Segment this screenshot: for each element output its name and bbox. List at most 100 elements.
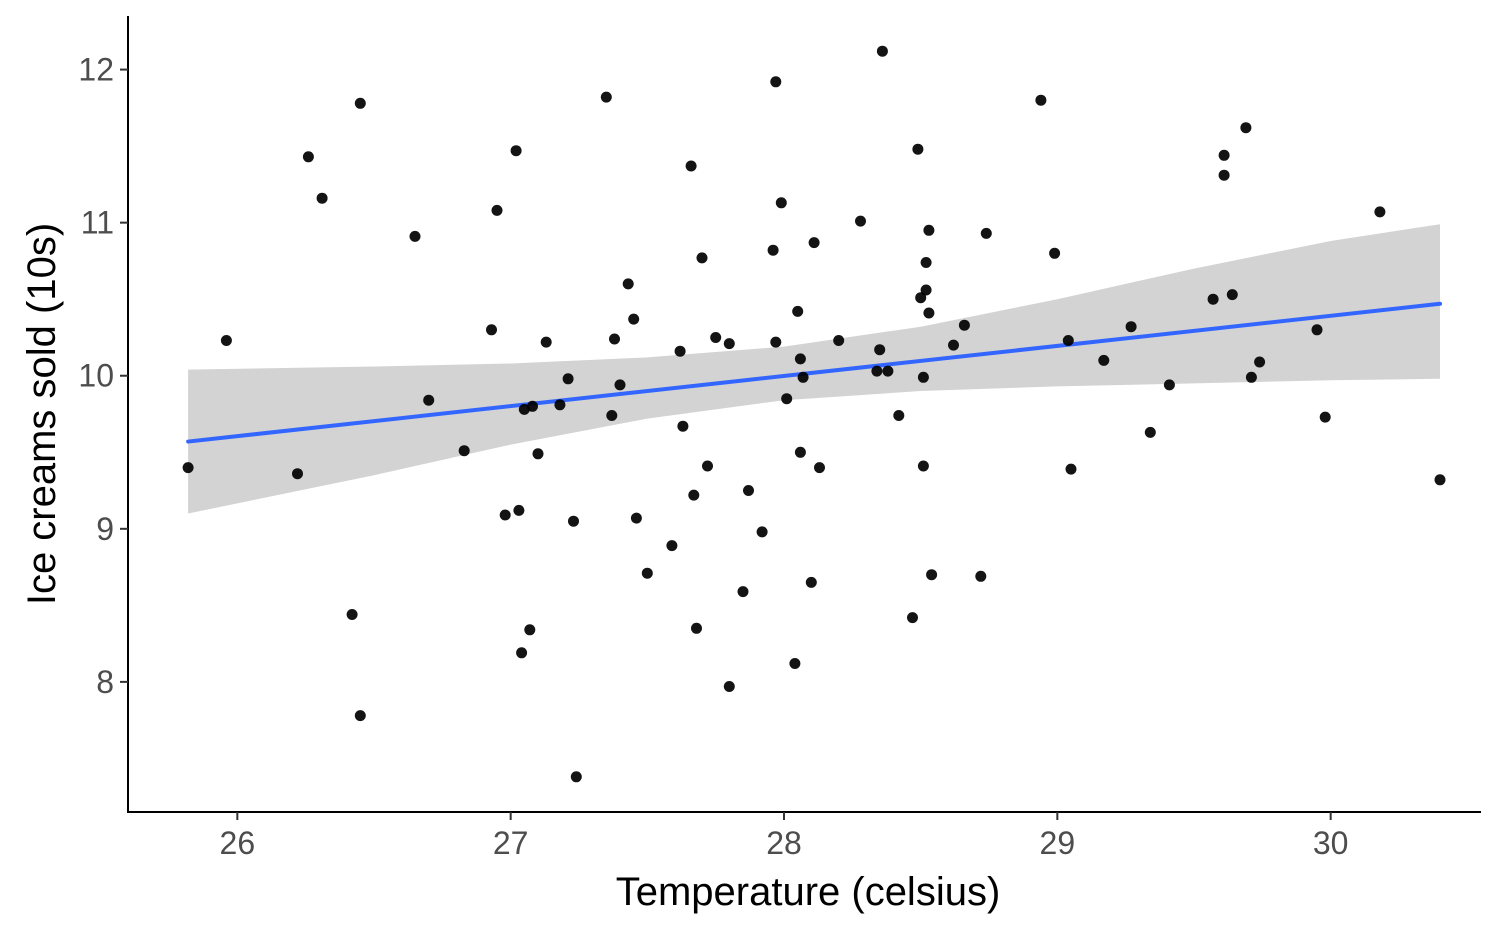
data-point	[630, 512, 642, 524]
data-point	[1240, 122, 1252, 134]
data-point	[789, 658, 801, 669]
data-point	[833, 335, 845, 346]
data-point	[743, 485, 754, 496]
data-point	[814, 462, 825, 474]
data-point	[737, 586, 749, 598]
data-point	[182, 462, 194, 474]
data-point	[532, 448, 544, 460]
data-point	[876, 45, 888, 57]
data-point	[1144, 426, 1156, 438]
data-point	[1035, 94, 1047, 106]
points-layer	[182, 45, 1446, 783]
data-point	[458, 445, 470, 457]
data-point	[871, 365, 883, 377]
data-point	[917, 460, 929, 472]
data-point	[685, 160, 697, 172]
data-point	[980, 227, 992, 239]
data-point	[1098, 354, 1110, 366]
data-point	[1125, 321, 1137, 333]
data-point	[775, 197, 787, 209]
data-point	[915, 292, 927, 304]
data-point	[677, 420, 689, 432]
data-point	[1434, 474, 1446, 486]
data-point	[723, 681, 735, 692]
data-point	[1163, 379, 1175, 391]
trend-line	[186, 301, 1442, 444]
data-point	[606, 410, 618, 421]
data-point	[917, 371, 929, 383]
data-point	[1218, 169, 1230, 181]
data-point	[767, 244, 779, 256]
x-tick-label: 27	[493, 825, 529, 861]
y-ticks: 8 9 10 11 12	[78, 52, 128, 700]
data-point	[292, 468, 303, 480]
data-point	[893, 410, 905, 421]
data-point	[1254, 356, 1266, 368]
data-point	[923, 307, 935, 319]
trend-line-layer	[186, 301, 1442, 444]
data-point	[609, 333, 620, 345]
data-point	[220, 335, 232, 346]
data-point	[423, 394, 435, 406]
data-point	[808, 237, 820, 249]
data-point	[1319, 411, 1331, 423]
data-point	[524, 624, 536, 636]
confidence-band	[188, 224, 1441, 514]
data-point	[770, 336, 782, 348]
data-point	[907, 612, 918, 624]
data-point	[1245, 371, 1257, 383]
data-point	[920, 284, 932, 296]
data-point	[614, 379, 626, 391]
x-axis-title: Temperature (celsius)	[616, 870, 1001, 914]
data-point	[926, 569, 938, 581]
data-point	[1226, 289, 1238, 301]
data-point	[1311, 324, 1323, 336]
x-tick-label: 26	[220, 825, 256, 861]
data-point	[874, 344, 886, 356]
data-point	[781, 393, 793, 405]
data-point	[409, 230, 421, 242]
data-point	[527, 400, 538, 412]
data-point	[1049, 247, 1061, 259]
data-point	[674, 345, 686, 357]
data-point	[666, 540, 678, 552]
data-point	[516, 647, 528, 659]
data-point	[882, 365, 894, 377]
data-point	[696, 252, 708, 264]
data-point	[1218, 149, 1230, 161]
x-tick-label: 28	[766, 825, 802, 861]
data-point	[354, 97, 366, 109]
data-point	[691, 622, 702, 634]
data-point	[600, 91, 612, 103]
y-tick-label: 9	[96, 511, 114, 547]
data-point	[975, 570, 987, 582]
data-point	[354, 710, 366, 722]
data-point	[622, 278, 634, 290]
data-point	[1062, 335, 1074, 346]
data-point	[316, 192, 328, 204]
data-point	[499, 509, 511, 521]
data-point	[540, 336, 552, 348]
data-point	[1065, 463, 1077, 475]
confidence-band-layer	[188, 224, 1441, 514]
data-point	[513, 504, 525, 516]
x-tick-label: 30	[1313, 825, 1349, 861]
data-point	[912, 143, 924, 155]
data-point	[920, 257, 932, 268]
data-point	[1207, 293, 1219, 305]
data-point	[710, 332, 722, 343]
y-axis-title: Ice creams sold (10s)	[20, 223, 64, 605]
data-point	[510, 145, 522, 157]
data-point	[346, 609, 358, 620]
data-point	[805, 576, 817, 588]
data-point	[794, 446, 806, 458]
data-point	[797, 371, 809, 383]
data-point	[958, 319, 970, 331]
data-point	[641, 567, 653, 579]
data-point	[562, 373, 574, 385]
data-point	[554, 399, 566, 411]
axes-layer	[127, 16, 1481, 813]
y-tick-label: 8	[96, 664, 114, 700]
data-point	[756, 526, 768, 538]
